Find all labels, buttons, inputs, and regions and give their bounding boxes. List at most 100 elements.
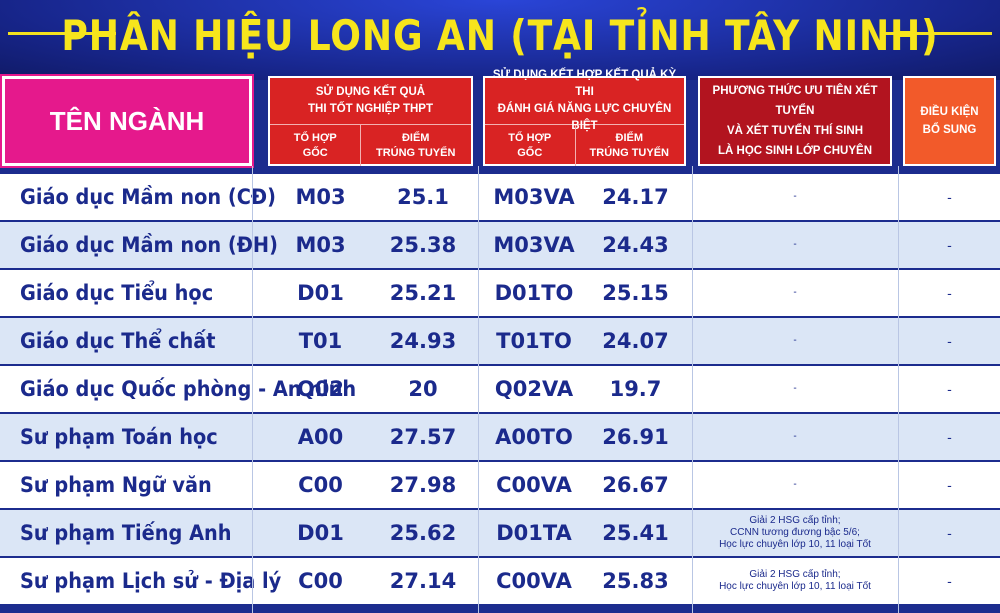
thpt-score: 25.38: [389, 233, 457, 257]
table-row: Giáo dục Tiểu học D01 25.21 D01TO 25.15 …: [0, 270, 1000, 316]
thpt-score: 27.14: [389, 569, 457, 593]
header-dgnl-code-line1: TỔ HỢP: [508, 131, 552, 144]
header-thpt-score: ĐIỂM TRÚNG TUYỂN: [360, 125, 471, 166]
table-row: Giáo dục Thể chất T01 24.93 T01TO 24.07 …: [0, 318, 1000, 364]
dgnl-code: D01TA: [496, 521, 572, 545]
thpt-score: 24.93: [389, 329, 457, 353]
table-row: Sư phạm Lịch sử - Địa lý C00 27.14 C00VA…: [0, 558, 1000, 604]
major-name: Giáo dục Mầm non (CĐ): [20, 185, 276, 209]
header-group-thpt-title: SỬ DỤNG KẾT QUẢ THI TỐT NGHIỆP THPT: [270, 78, 471, 125]
header-group-thpt: SỬ DỤNG KẾT QUẢ THI TỐT NGHIỆP THPT TỔ H…: [268, 76, 473, 166]
priority-method-line1: -: [793, 383, 797, 394]
header-group-dgnl-title: SỬ DỤNG KẾT HỢP KẾT QUẢ KỲ THI ĐÁNH GIÁ …: [485, 69, 684, 132]
header-thpt-score-line2: TRÚNG TUYỂN: [375, 146, 456, 159]
priority-method-line1: -: [793, 191, 797, 202]
extra-condition: -: [947, 429, 952, 445]
header-method-line2: VÀ XÉT TUYỂN THÍ SINH: [726, 125, 864, 137]
major-name: Giáo dục Thể chất: [20, 329, 216, 353]
dgnl-score: 19.7: [609, 377, 662, 401]
thpt-code: T01: [298, 329, 343, 353]
table-row: Sư phạm Tiếng Anh D01 25.62 D01TA 25.41 …: [0, 510, 1000, 556]
priority-method: Giải 2 HSG cấp tỉnh; Học lực chuyên lớp 1…: [698, 569, 892, 593]
dgnl-score: 26.91: [602, 425, 669, 449]
header-group-dgnl: SỬ DỤNG KẾT HỢP KẾT QUẢ KỲ THI ĐÁNH GIÁ …: [483, 69, 686, 166]
thpt-code: C00: [298, 473, 343, 497]
thpt-code: M03: [295, 233, 346, 257]
column-divider: [478, 166, 479, 613]
priority-method-line1: -: [793, 239, 797, 250]
major-name: Sư phạm Toán học: [20, 425, 218, 449]
dgnl-score: 24.43: [602, 233, 669, 257]
dgnl-code: C00VA: [496, 473, 572, 497]
header-thpt-code-line1: TỔ HỢP: [293, 131, 337, 144]
header-dgnl-code: TỔ HỢP GỐC: [485, 125, 576, 166]
priority-method: -: [698, 191, 892, 203]
major-name: Giáo dục Quốc phòng - An ninh: [20, 377, 357, 401]
priority-method-line3: Học lực chuyên lớp 10, 11 loại Tốt: [719, 539, 871, 550]
header-dgnl-code-line2: GỐC: [517, 146, 543, 159]
header-group-dgnl-title-line1: SỬ DỤNG KẾT HỢP KẾT QUẢ KỲ THI: [492, 69, 677, 98]
major-name: Sư phạm Lịch sử - Địa lý: [20, 569, 282, 593]
thpt-code: C00: [298, 569, 343, 593]
header-dgnl-score-line1: ĐIỂM: [615, 131, 644, 144]
header-extra-line2: BỔ SUNG: [922, 124, 977, 136]
major-name: Sư phạm Ngữ văn: [20, 473, 212, 497]
table-row: Sư phạm Ngữ văn C00 27.98 C00VA 26.67 - …: [0, 462, 1000, 508]
dgnl-score: 25.15: [602, 281, 669, 305]
header-major-label: TÊN NGÀNH: [49, 105, 205, 136]
header-thpt-score-line1: ĐIỂM: [401, 131, 430, 144]
major-name: Giáo dục Tiểu học: [20, 281, 214, 305]
title-rule-right: [884, 32, 992, 35]
priority-method: -: [698, 479, 892, 491]
extra-condition: -: [947, 237, 952, 253]
priority-method-line2: CCNN tương đương bậc 5/6;: [730, 527, 860, 538]
header-dgnl-score-line2: TRÚNG TUYỂN: [589, 146, 669, 159]
major-name: Sư phạm Tiếng Anh: [20, 521, 232, 545]
column-divider: [252, 166, 253, 613]
dgnl-code: M03VA: [493, 185, 575, 209]
dgnl-score: 25.83: [602, 569, 669, 593]
dgnl-score: 26.67: [602, 473, 669, 497]
title-container: PHÂN HIỆU LONG AN (TẠI TỈNH TÂY NINH): [0, 4, 1000, 66]
priority-method-line1: -: [793, 479, 797, 490]
header-thpt-code-line2: GỐC: [302, 146, 328, 159]
thpt-code: D01: [297, 521, 344, 545]
page-title: PHÂN HIỆU LONG AN (TẠI TỈNH TÂY NINH): [61, 10, 939, 60]
priority-method: -: [698, 287, 892, 299]
priority-method-line1: -: [793, 287, 797, 298]
title-rule-left: [8, 32, 116, 35]
dgnl-code: Q02VA: [494, 377, 574, 401]
priority-method: -: [698, 431, 892, 443]
dgnl-code: C00VA: [496, 569, 572, 593]
thpt-score: 25.62: [389, 521, 457, 545]
major-name: Giáo dục Mầm non (ĐH): [20, 233, 278, 257]
thpt-score: 25.21: [389, 281, 457, 305]
extra-condition: -: [947, 285, 952, 301]
title-band: [0, 0, 1000, 80]
header-thpt-code: TỔ HỢP GỐC: [270, 125, 362, 166]
priority-method-line1: Giải 2 HSG cấp tỉnh;: [749, 569, 841, 580]
dgnl-code: A00TO: [495, 425, 573, 449]
priority-method-line2: Học lực chuyên lớp 10, 11 loại Tốt: [719, 581, 871, 592]
column-divider: [898, 166, 899, 613]
dgnl-code: D01TO: [494, 281, 574, 305]
dgnl-code: M03VA: [493, 233, 575, 257]
header-extra-line1: ĐIỀU KIỆN: [920, 106, 979, 118]
priority-method-line1: Giải 2 HSG cấp tỉnh;: [749, 515, 841, 526]
extra-condition: -: [947, 333, 952, 349]
header-extra-conditions: ĐIỀU KIỆN BỔ SUNG: [903, 76, 996, 166]
thpt-code: M03: [295, 185, 346, 209]
extra-condition: -: [947, 573, 952, 589]
header-major-name: TÊN NGÀNH: [2, 76, 252, 166]
thpt-score: 25.1: [397, 185, 449, 209]
priority-method: -: [698, 383, 892, 395]
priority-method: Giải 2 HSG cấp tỉnh; CCNN tương đương bậc…: [698, 515, 892, 551]
dgnl-score: 24.17: [602, 185, 669, 209]
header-group-thpt-title-line1: SỬ DỤNG KẾT QUẢ: [315, 86, 426, 98]
thpt-score: 20: [408, 377, 438, 401]
header-priority-method: PHƯƠNG THỨC ƯU TIÊN XÉT TUYỂN VÀ XÉT TUY…: [698, 76, 892, 166]
thpt-code: D01: [297, 281, 344, 305]
table-row: Giáo dục Quốc phòng - An ninh Q02 20 Q02…: [0, 366, 1000, 412]
header-dgnl-score: ĐIỂM TRÚNG TUYỂN: [575, 125, 684, 166]
priority-method: -: [698, 335, 892, 347]
